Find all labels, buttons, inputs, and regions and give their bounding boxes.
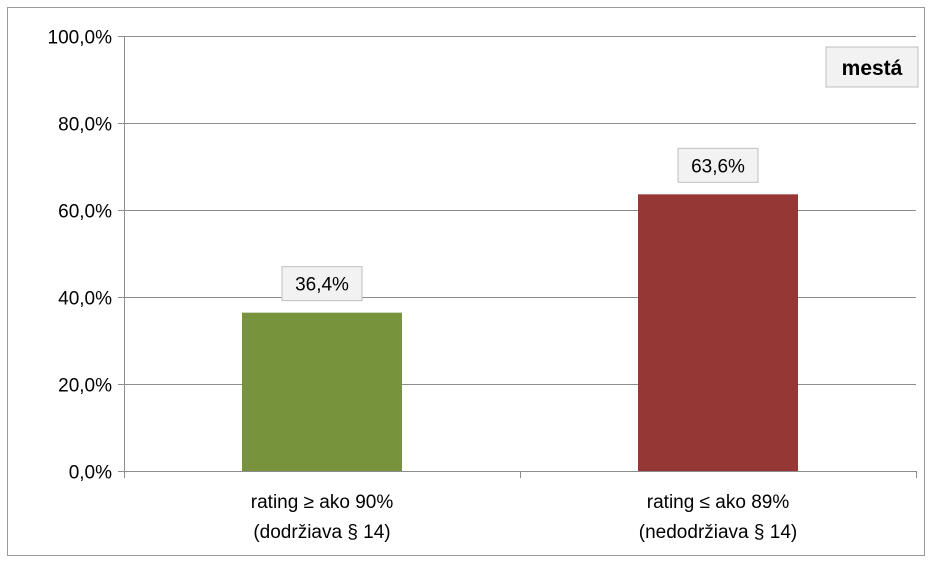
y-tick-label: 0,0% xyxy=(69,463,112,484)
x-category-label: rating ≥ ako 90% xyxy=(251,492,394,513)
x-category-label: rating ≤ ako 89% xyxy=(647,492,790,513)
data-label: 63,6% xyxy=(691,156,745,177)
y-tick-label: 80,0% xyxy=(58,115,112,136)
y-tick-label: 100,0% xyxy=(48,28,113,49)
bar xyxy=(242,312,402,471)
legend-box xyxy=(825,46,919,88)
bar xyxy=(638,194,798,471)
data-label-box xyxy=(281,266,363,302)
data-label: 36,4% xyxy=(295,275,349,296)
y-tick-label: 40,0% xyxy=(58,289,112,310)
y-tick-label: 60,0% xyxy=(58,202,112,223)
legend-label: mestá xyxy=(842,57,903,80)
x-category-label: (dodržiava § 14) xyxy=(253,522,390,543)
y-tick-label: 20,0% xyxy=(58,376,112,397)
x-category-label: (nedodržiava § 14) xyxy=(639,522,797,543)
data-label-box xyxy=(677,147,759,183)
